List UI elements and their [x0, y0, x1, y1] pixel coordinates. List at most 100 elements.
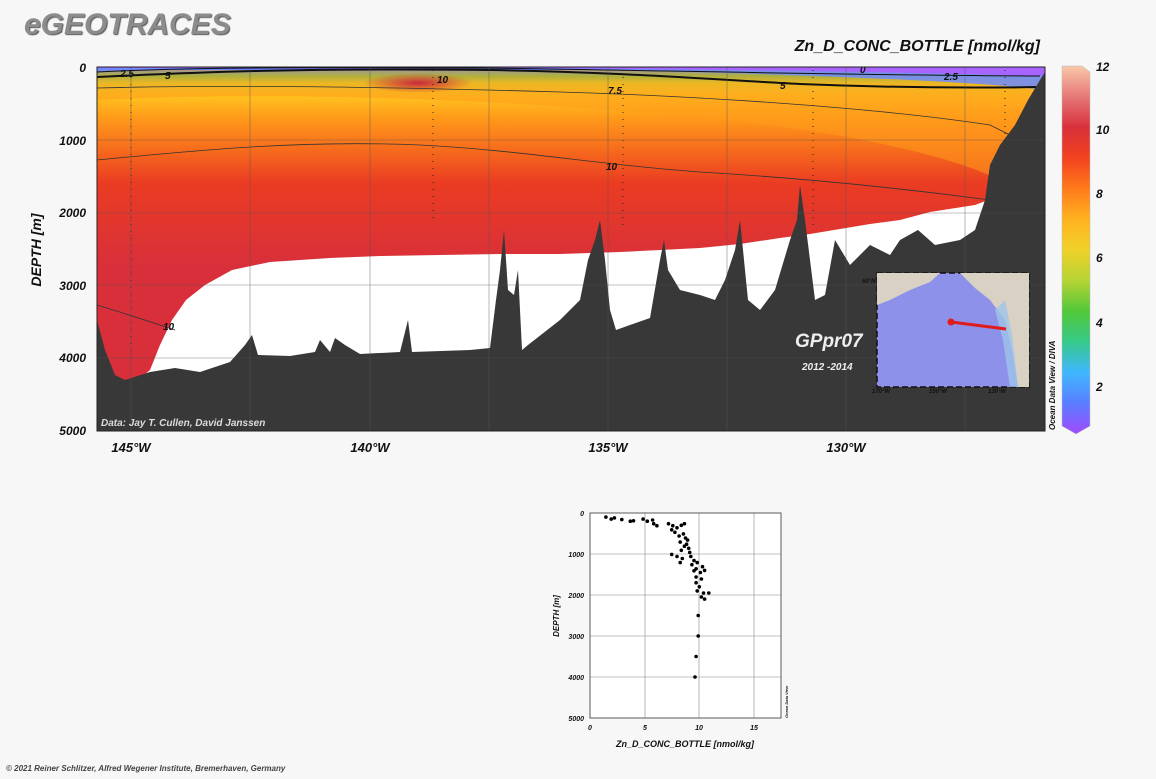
colorbar-tick: 2	[1095, 380, 1103, 394]
x-tick-label: 140°W	[350, 440, 391, 455]
profile-data-point	[692, 569, 696, 573]
profile-data-point	[620, 517, 624, 522]
y-tick-label: 4000	[58, 351, 86, 365]
profile-data-point	[679, 548, 684, 553]
x-tick-label: 145°W	[111, 440, 152, 455]
profile-data-point	[641, 517, 645, 521]
contour-label: 10	[606, 162, 618, 173]
profile-data-point	[675, 554, 679, 559]
contour-label: 5	[780, 81, 786, 92]
profile-data-point	[675, 526, 679, 530]
y-tick-label: 1000	[59, 134, 86, 148]
profile-grid	[590, 513, 781, 718]
inset-lon-tick: 170°W	[872, 389, 891, 395]
profile-data-point	[666, 521, 671, 526]
contour-label: 2.5	[119, 69, 134, 80]
x-tick-label: 135°W	[588, 440, 629, 455]
section-y-axis-label: DEPTH [m]	[28, 212, 44, 286]
colorbar-tick: 10	[1096, 123, 1110, 137]
contour-line-10-deep	[97, 304, 176, 331]
profile-data-point	[694, 575, 698, 579]
profile-data-point	[696, 613, 700, 618]
section-data-field	[97, 67, 1045, 430]
profile-y-tick: 2000	[567, 593, 584, 600]
profile-data-point	[673, 530, 677, 535]
profile-data-point	[694, 580, 698, 585]
profile-data-point	[702, 597, 707, 601]
inset-map: 60°N 170°W 150°W 130°W	[862, 272, 1030, 395]
profile-data-point	[678, 540, 682, 544]
profile-data-point	[700, 564, 705, 569]
parameter-title: Zn_D_CONC_BOTTLE [nmol/kg]	[794, 38, 1040, 55]
contour-line-2-5	[97, 67, 1041, 77]
profile-data-point	[677, 534, 681, 538]
profile-data-point	[690, 562, 694, 567]
inset-land-coast	[960, 273, 1029, 387]
profile-x-tick: 5	[643, 725, 647, 732]
profile-data-point	[692, 558, 696, 563]
egeotraces-logo: eGEOTRACES	[24, 8, 231, 41]
profile-data-point	[645, 519, 650, 523]
x-tick-label: 130°W	[826, 440, 867, 455]
section-plot: 2.5 5 10 7.5 5 0 2.5 10 10 Data: Jay T. …	[97, 65, 1045, 431]
profile-data-point	[687, 550, 692, 555]
profile-data-point	[651, 521, 656, 526]
profile-data-point	[680, 556, 685, 561]
inset-station-marker	[947, 318, 955, 326]
contour-label: 2.5	[943, 72, 958, 83]
colorbar-tick: 6	[1096, 251, 1103, 265]
contour-line-7-5	[97, 85, 1021, 141]
profile-data-point	[689, 554, 693, 559]
profile-data-point	[609, 517, 613, 521]
profile-data-point	[681, 532, 686, 536]
inset-land-alaska	[877, 273, 940, 305]
profile-data-point	[671, 523, 675, 528]
seafloor-bathymetry	[97, 72, 1045, 431]
inset-lat-tick: 60°N	[862, 279, 876, 285]
section-frame	[96, 66, 1046, 432]
contour-label: 0	[860, 65, 866, 76]
profile-data-point	[655, 523, 659, 528]
profile-data-point	[707, 591, 711, 595]
inset-cruise-track	[950, 320, 1007, 331]
profile-data-point	[682, 521, 687, 526]
contour-label: 5	[165, 71, 171, 82]
profile-data-point	[686, 546, 691, 551]
profile-data-point	[695, 560, 699, 565]
profile-data-point	[685, 538, 690, 542]
data-credit: Data: Jay T. Cullen, David Janssen	[101, 418, 265, 429]
y-tick-label: 3000	[59, 279, 86, 293]
profile-data-point	[699, 595, 704, 599]
profile-data-point	[696, 634, 700, 638]
profile-plot: 0 1000 2000 3000 4000 5000 0 5 10 15 Zn_…	[552, 511, 789, 749]
station-markers	[130, 70, 1006, 360]
y-tick-label: 5000	[59, 424, 86, 438]
contour-label: 7.5	[608, 86, 622, 97]
odv-credit-section: Ocean Data View / DIVA	[1048, 340, 1057, 430]
profile-x-tick: 0	[588, 725, 592, 732]
profile-x-axis-label: Zn_D_CONC_BOTTLE [nmol/kg]	[615, 739, 755, 749]
section-surface-layer	[97, 67, 1045, 90]
colorbar-tick: 4	[1095, 316, 1103, 330]
profile-y-tick: 4000	[567, 675, 584, 682]
profile-points	[604, 515, 711, 679]
profile-y-tick: 1000	[568, 552, 584, 559]
profile-y-axis-label: DEPTH [m]	[552, 595, 561, 637]
y-tick-label: 2000	[58, 206, 86, 220]
colorbar-tick: 8	[1096, 187, 1103, 201]
profile-data-point	[697, 585, 702, 589]
colorbar-tick: 12	[1096, 60, 1110, 74]
contour-line-10	[97, 143, 991, 201]
profile-data-point	[650, 518, 655, 522]
cruise-years: 2012 -2014	[801, 362, 853, 373]
profile-data-point	[701, 591, 706, 595]
profile-data-point	[604, 515, 608, 519]
colorbar: 12 10 8 6 4 2	[1061, 60, 1110, 435]
profile-x-tick: 15	[750, 725, 758, 732]
odv-credit-profile: Ocean Data View	[784, 685, 789, 718]
profile-data-point	[679, 523, 684, 528]
profile-data-point	[628, 519, 633, 523]
profile-y-tick: 0	[580, 511, 584, 518]
profile-y-tick: 3000	[568, 634, 584, 641]
